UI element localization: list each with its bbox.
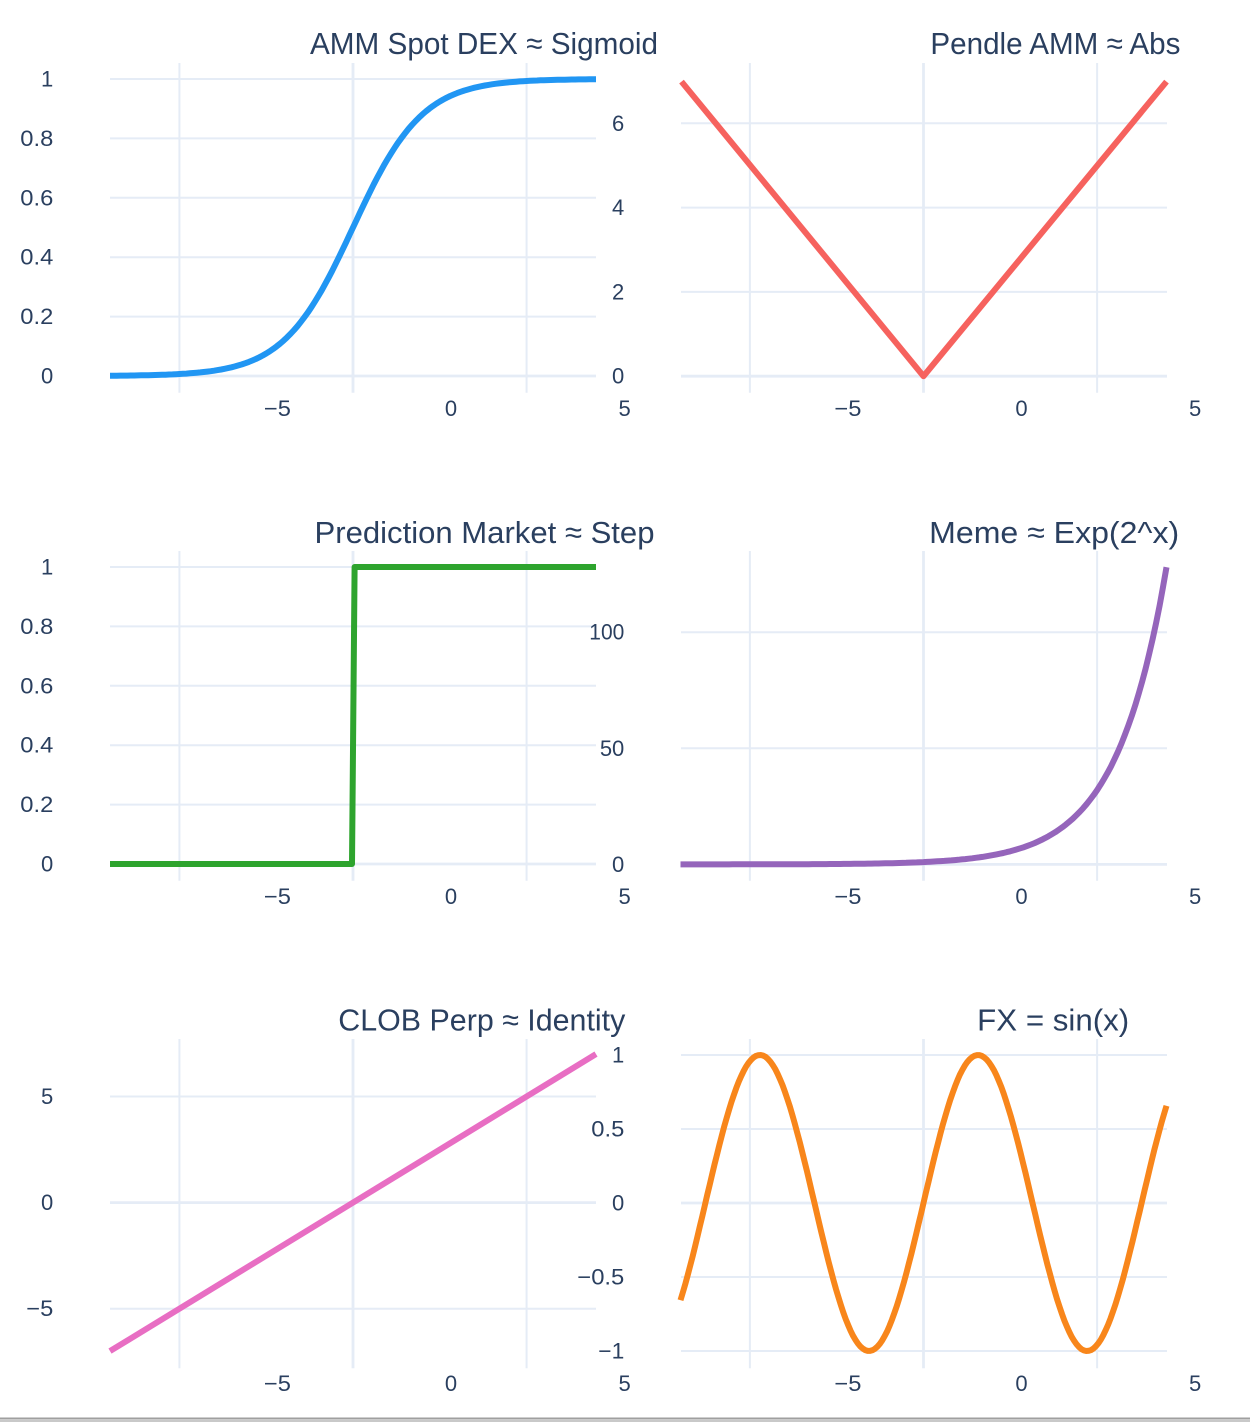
svg-text:−5: −5	[264, 884, 291, 909]
svg-text:50: 50	[600, 736, 624, 761]
svg-text:0: 0	[445, 884, 457, 909]
svg-text:5: 5	[618, 1371, 630, 1396]
svg-text:0: 0	[41, 364, 53, 389]
svg-text:0: 0	[445, 396, 457, 421]
svg-text:0: 0	[612, 1191, 624, 1216]
svg-text:0: 0	[445, 1371, 457, 1396]
svg-text:0.2: 0.2	[20, 304, 53, 329]
svg-text:AMM Spot DEX ≈ Sigmoid: AMM Spot DEX ≈ Sigmoid	[310, 26, 658, 61]
svg-text:0.4: 0.4	[20, 245, 53, 270]
svg-text:6: 6	[612, 111, 624, 136]
svg-text:0: 0	[1015, 396, 1027, 421]
svg-text:0: 0	[41, 852, 53, 877]
svg-text:5: 5	[1189, 1371, 1201, 1396]
svg-text:0: 0	[612, 364, 624, 389]
svg-text:0: 0	[1015, 1371, 1027, 1396]
svg-text:Pendle AMM ≈ Abs: Pendle AMM ≈ Abs	[930, 26, 1180, 61]
svg-text:−5: −5	[264, 1371, 291, 1396]
svg-text:CLOB Perp ≈ Identity: CLOB Perp ≈ Identity	[338, 1003, 625, 1038]
svg-text:−0.5: −0.5	[577, 1265, 624, 1290]
svg-text:5: 5	[618, 884, 630, 909]
svg-text:0.8: 0.8	[20, 126, 53, 151]
svg-text:0: 0	[41, 1190, 53, 1215]
svg-text:0: 0	[1015, 884, 1027, 909]
svg-text:−5: −5	[264, 396, 291, 421]
svg-text:−5: −5	[834, 884, 861, 909]
svg-text:5: 5	[1189, 396, 1201, 421]
svg-text:1: 1	[41, 67, 53, 92]
svg-text:FX = sin(x): FX = sin(x)	[977, 1003, 1129, 1038]
svg-text:0.6: 0.6	[20, 185, 53, 210]
svg-text:5: 5	[1189, 884, 1201, 909]
svg-text:−5: −5	[834, 1371, 861, 1396]
svg-text:0.2: 0.2	[20, 792, 53, 817]
svg-text:100: 100	[589, 620, 624, 645]
svg-text:2: 2	[612, 279, 624, 304]
svg-text:0.8: 0.8	[20, 614, 53, 639]
svg-text:0.6: 0.6	[20, 673, 53, 698]
svg-text:0.4: 0.4	[20, 733, 53, 758]
svg-text:5: 5	[618, 396, 630, 421]
svg-text:0: 0	[612, 852, 624, 877]
svg-text:Meme ≈ Exp(2^x): Meme ≈ Exp(2^x)	[929, 515, 1179, 550]
svg-text:5: 5	[41, 1084, 53, 1109]
svg-text:−5: −5	[834, 396, 861, 421]
svg-text:4: 4	[612, 195, 624, 220]
svg-text:1: 1	[41, 555, 53, 580]
svg-text:0.5: 0.5	[591, 1117, 624, 1142]
svg-text:1: 1	[612, 1043, 624, 1068]
svg-text:Prediction Market ≈ Step: Prediction Market ≈ Step	[315, 515, 655, 550]
svg-text:−5: −5	[26, 1296, 53, 1321]
svg-text:−1: −1	[598, 1339, 624, 1364]
